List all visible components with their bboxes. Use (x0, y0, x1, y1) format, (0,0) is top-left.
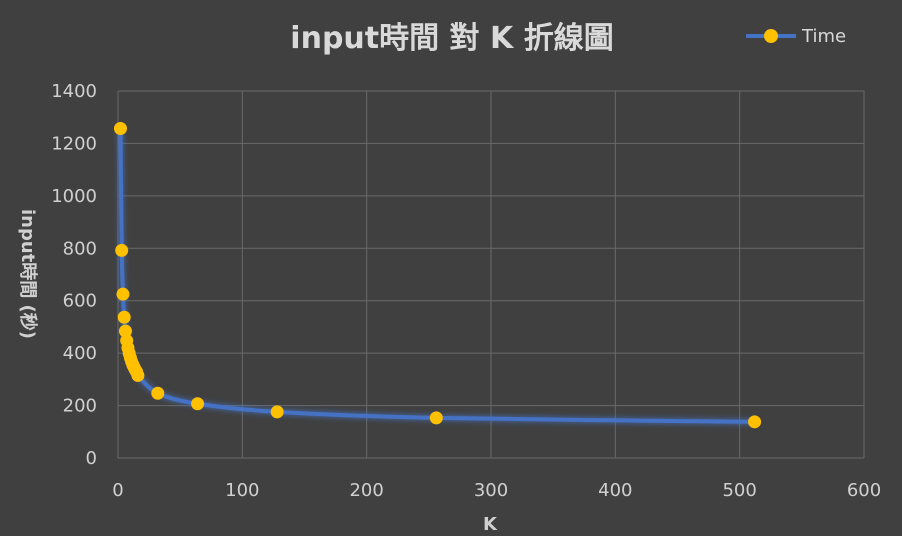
x-tick-label-200: 200 (349, 480, 383, 501)
vertical-gridlines (117, 91, 865, 458)
y-tick-label-0: 0 (86, 448, 97, 469)
y-tick-label-1400: 1400 (51, 81, 97, 102)
x-tick-label-600: 600 (847, 480, 881, 501)
y-tick-label-1000: 1000 (51, 186, 97, 207)
data-point-k-5 (117, 310, 131, 324)
data-point-k-4 (116, 287, 130, 301)
data-point-k-16 (131, 368, 145, 382)
x-axis-tick-labels: 0 100 200 300 400 500 600 (112, 480, 881, 501)
series-points-time (113, 121, 762, 429)
data-point-k-32 (151, 386, 165, 400)
y-tick-label-200: 200 (63, 396, 97, 417)
y-tick-label-1200: 1200 (51, 133, 97, 154)
x-tick-label-500: 500 (722, 480, 756, 501)
horizontal-gridlines (118, 90, 864, 459)
y-axis-tick-labels: 0 200 400 600 800 1000 1200 1400 (51, 81, 97, 469)
chart-title: input時間 對 K 折線圖 (290, 21, 613, 56)
legend-marker-swatch (764, 29, 778, 43)
series-line-time (118, 128, 755, 424)
x-tick-label-300: 300 (474, 480, 508, 501)
x-tick-label-100: 100 (225, 480, 259, 501)
data-point-k-128 (270, 405, 284, 419)
y-tick-label-600: 600 (63, 291, 97, 312)
y-tick-label-800: 800 (63, 238, 97, 259)
x-tick-label-400: 400 (598, 480, 632, 501)
legend-entry-time: Time (801, 26, 846, 47)
x-tick-label-0: 0 (112, 480, 123, 501)
legend: Time (746, 26, 846, 47)
data-point-k-512 (748, 415, 762, 429)
data-point-k-3 (115, 243, 129, 257)
data-point-k-256 (429, 411, 443, 425)
y-axis-label: input時間 (秒) (17, 209, 39, 339)
y-tick-label-400: 400 (63, 343, 97, 364)
x-axis-label: K (483, 514, 498, 535)
data-point-k-64 (191, 397, 205, 411)
data-point-k-2 (113, 121, 127, 135)
data-point-k-6 (118, 324, 132, 338)
